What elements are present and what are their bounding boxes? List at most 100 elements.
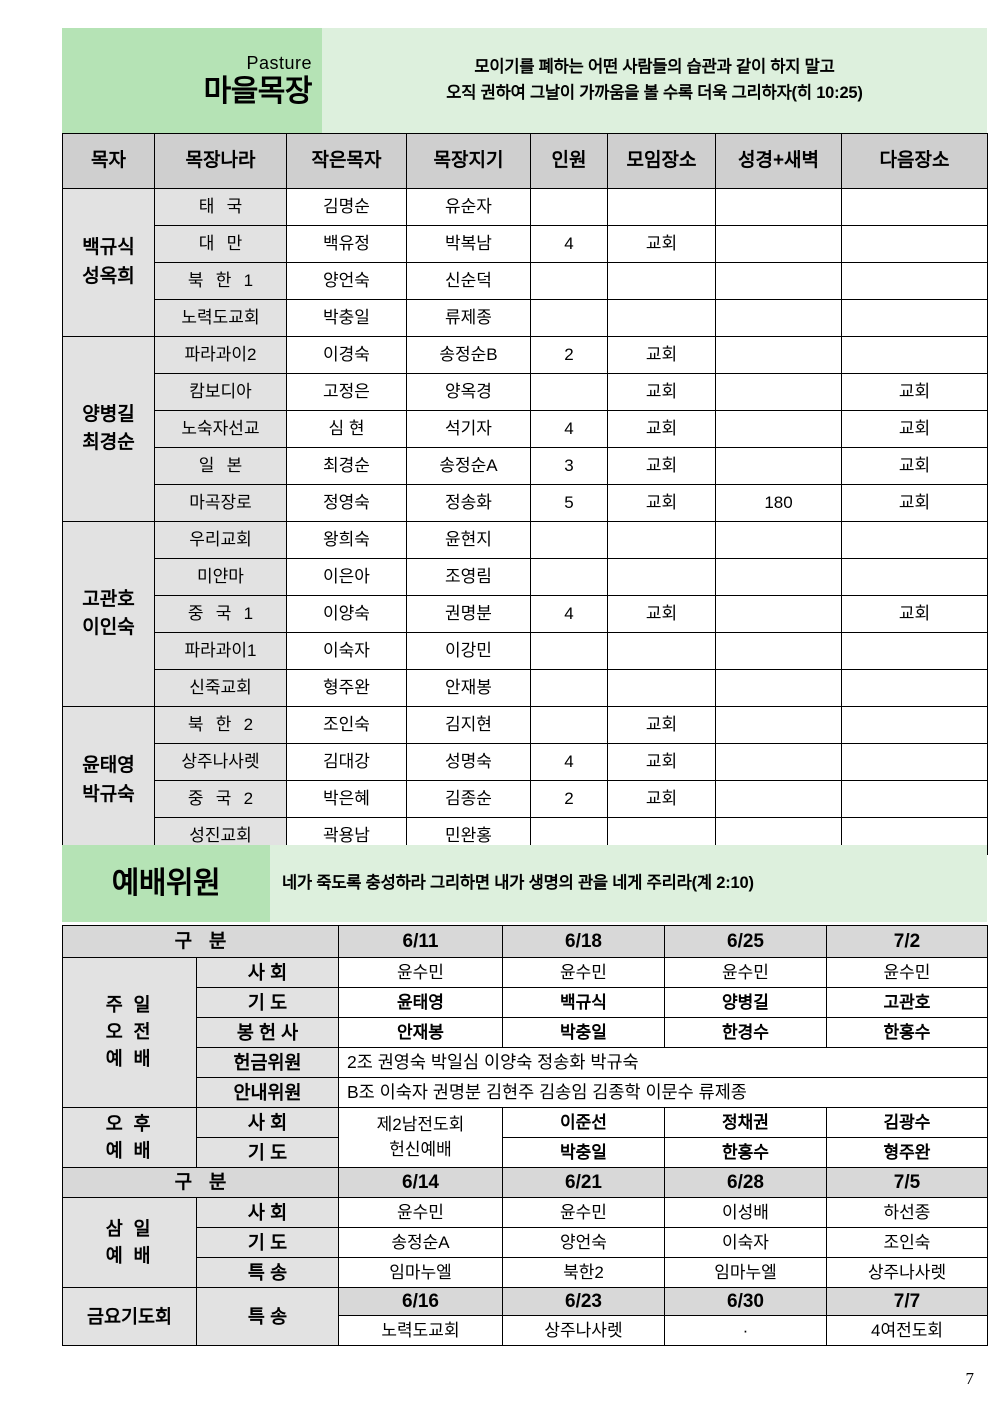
cell-value: 송정순A [338,1227,503,1258]
date-header-friday-4: 7/7 [826,1287,988,1316]
table-row: 특 송 임마누엘 북한2 임마누엘 상주나사렛 [63,1257,988,1288]
group-pastor-name: 윤태영 박규숙 [62,706,155,855]
cell-keeper: 송정순B [406,336,531,374]
cell-bible-dawn [715,410,842,448]
cell-keeper: 권명분 [406,595,531,633]
cell-next-place [841,188,988,226]
cell-small-pastor: 김명순 [286,188,407,226]
cell-keeper: 조영림 [406,558,531,596]
cell-value: 양병길 [664,987,827,1018]
pasture-table-header-row: 목자 목장나라 작은목자 목장지기 인원 모임장소 성경+새벽 다음장소 [62,133,988,189]
cell-bible-dawn [715,336,842,374]
cell-count [530,706,608,744]
service-label-friday: 금요기도회 [62,1287,197,1346]
cell-value: 윤수민 [664,957,827,988]
cell-count [530,558,608,596]
cell-next-place [841,669,988,707]
cell-value: 형주완 [826,1137,988,1168]
cell-keeper: 김종순 [406,780,531,818]
cell-country: 캄보디아 [154,373,287,411]
cell-country: 북 한 2 [154,706,287,744]
cell-country: 중 국 1 [154,595,287,633]
cell-country: 중 국 2 [154,780,287,818]
date-header-wednesday-1: 6/14 [338,1167,503,1198]
cell-count [530,632,608,670]
cell-keeper: 신순덕 [406,262,531,300]
cell-keeper: 양옥경 [406,373,531,411]
cell-place: 교회 [607,595,716,633]
worship-committee-table: 구 분 6/11 6/18 6/25 7/2 주 일 오 전 예 배 사 회 윤… [62,925,988,1346]
cell-next-place: 교회 [841,484,988,522]
cell-place [607,299,716,337]
cell-next-place [841,336,988,374]
cell-country: 북 한 1 [154,262,287,300]
role-label-prayer: 기 도 [196,1137,339,1168]
role-label-mc: 사 회 [196,957,339,988]
table-row: 봉 헌 사 안재봉 박충일 한경수 한홍수 [63,1017,988,1048]
worship-korean-title: 예배위원 [111,866,221,900]
service-label-sunday-morning: 주 일 오 전 예 배 [62,957,197,1108]
cell-value: 윤태영 [338,987,503,1018]
table-row: 헌금위원 2조 권영숙 박일심 이양숙 정송화 박규숙 [63,1047,988,1078]
table-row: 양병길 최경순 파라과이2 이경숙 송정순B 2 교회 [62,336,988,522]
date-header-sunday-2: 6/18 [502,925,665,958]
cell-value: 한홍수 [826,1017,988,1048]
group-pastor-name: 양병길 최경순 [62,336,155,522]
table-row: 신죽교회 형주완 안재봉 [63,669,988,707]
pasture-banner-title-block: Pasture 마을목장 [62,28,322,133]
table-row: 윤태영 박규숙 북 한 2 조인숙 김지현 교회 [62,706,988,855]
table-row: 백규식 성옥희 태 국 김명순 유순자 [62,188,988,337]
date-header-friday-1: 6/16 [338,1287,503,1316]
cell-country: 태 국 [154,188,287,226]
worship-committee-banner: 예배위원 네가 죽도록 충성하라 그리하면 내가 생명의 관을 네게 주리라(계… [62,845,987,922]
date-header-wednesday-3: 6/28 [664,1167,827,1198]
cell-small-pastor: 고정은 [286,373,407,411]
cell-bible-dawn [715,632,842,670]
cell-bible-dawn [715,299,842,337]
table-row: 대 만 백유정 박복남 4 교회 [63,225,988,263]
cell-bible-dawn [715,521,842,559]
cell-value: 안재봉 [338,1017,503,1048]
table-row: 노력도교회 상주나사렛 · 4여전도회 [63,1315,988,1346]
cell-value: 정채권 [664,1107,827,1138]
cell-bible-dawn [715,706,842,744]
cell-place: 교회 [607,484,716,522]
cell-next-place [841,632,988,670]
cell-country: 신죽교회 [154,669,287,707]
cell-place: 교회 [607,780,716,818]
cell-keeper: 윤현지 [406,521,531,559]
cell-place: 교회 [607,743,716,781]
cell-value: 상주나사렛 [502,1315,665,1346]
pasture-verse-block: 모이기를 폐하는 어떤 사람들의 습관과 같이 하지 말고 오직 권하여 그날이… [322,28,987,133]
cell-country: 대 만 [154,225,287,263]
cell-keeper: 유순자 [406,188,531,226]
cell-count [530,188,608,226]
cell-bible-dawn [715,447,842,485]
cell-small-pastor: 형주완 [286,669,407,707]
cell-value: 윤수민 [502,1197,665,1228]
cell-next-place: 교회 [841,410,988,448]
cell-value: 백규식 [502,987,665,1018]
role-label-mc: 사 회 [196,1107,339,1138]
role-label-offering-speech: 봉 헌 사 [196,1017,339,1048]
cell-keeper: 안재봉 [406,669,531,707]
cell-keeper: 류제종 [406,299,531,337]
cell-count [530,299,608,337]
service-label-wednesday: 삼 일 예 배 [62,1197,197,1288]
service-label-sunday-afternoon: 오 후 예 배 [62,1107,197,1168]
cell-count: 2 [530,780,608,818]
cell-next-place [841,558,988,596]
cell-value: 4여전도회 [826,1315,988,1346]
cell-place: 교회 [607,706,716,744]
cell-country: 우리교회 [154,521,287,559]
cell-value: 윤수민 [338,1197,503,1228]
date-header-sunday-1: 6/11 [338,925,503,958]
cell-count: 2 [530,336,608,374]
role-label-usher-committee: 안내위원 [196,1077,339,1108]
cell-next-place: 교회 [841,373,988,411]
table-row: 상주나사렛 김대강 성명숙 4 교회 [63,743,988,781]
cell-small-pastor: 이숙자 [286,632,407,670]
cell-value: 한홍수 [664,1137,827,1168]
cell-place [607,521,716,559]
